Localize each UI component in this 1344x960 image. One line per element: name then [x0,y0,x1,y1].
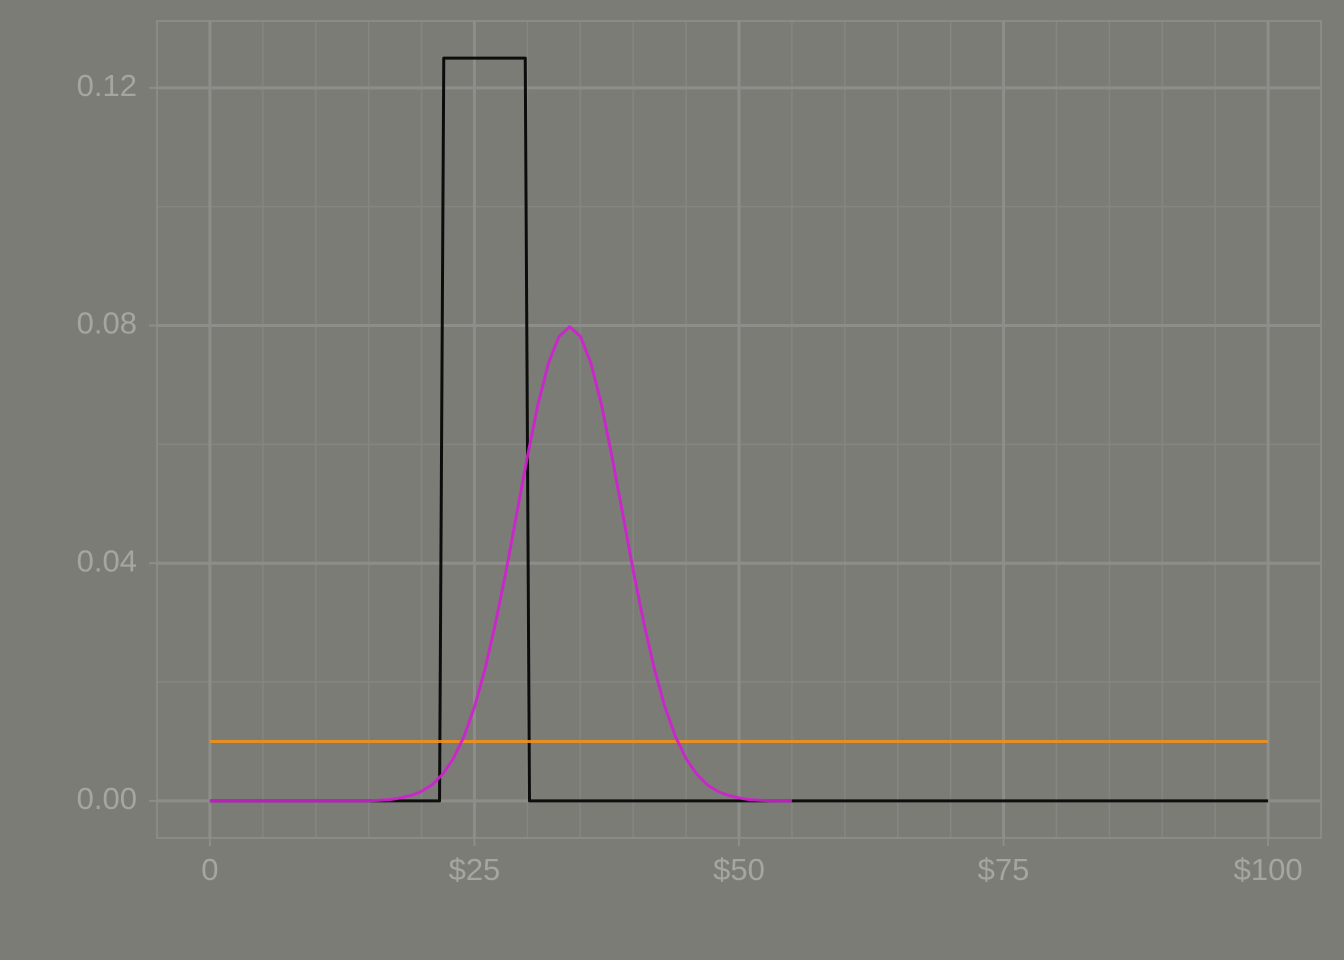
x-tick-label: 0 [201,852,218,887]
line [209,56,1269,803]
y-tick-label: 0.12 [77,68,137,103]
y-tick-label: 0.04 [77,543,137,578]
x-tick-label: $50 [713,852,765,887]
x-tick-label: $75 [978,852,1030,887]
x-tick-label: $100 [1234,852,1303,887]
y-tick-label: 0.00 [77,781,137,816]
line [209,325,792,803]
y-tick-label: 0.08 [77,306,137,341]
x-tick-label: $25 [449,852,501,887]
panel-border [156,20,1322,839]
